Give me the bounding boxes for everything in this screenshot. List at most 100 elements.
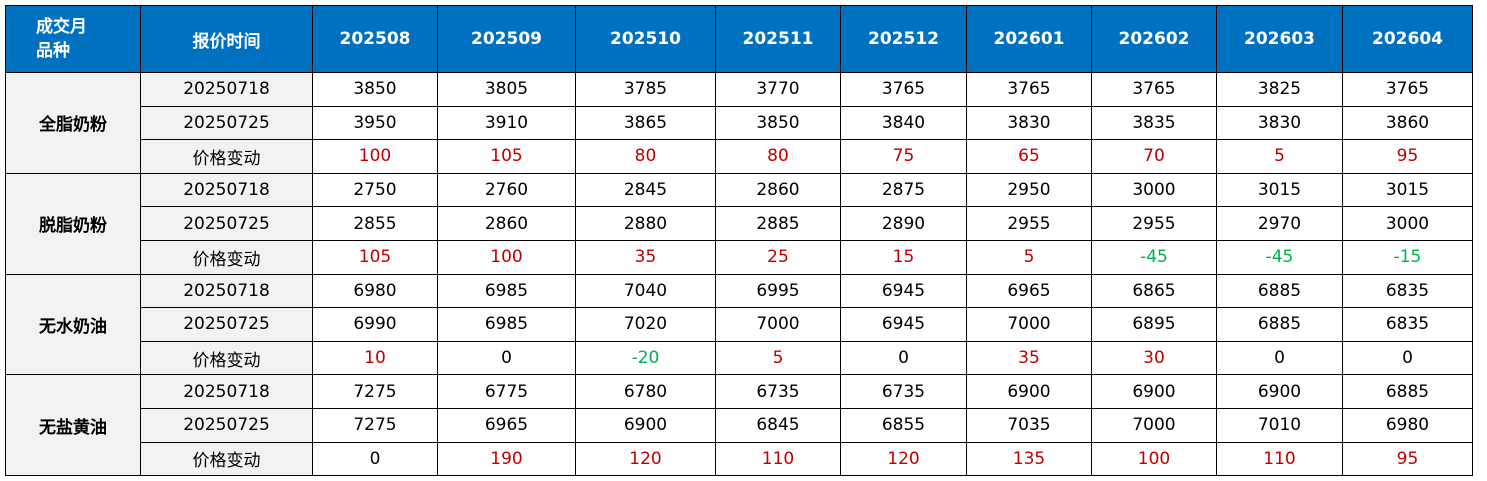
price-cell: 6735 xyxy=(840,374,967,409)
price-cell: 3805 xyxy=(437,72,576,107)
price-cell: 6835 xyxy=(1342,273,1473,309)
month-header: 202511 xyxy=(715,5,841,73)
price-change-label: 价格变动 xyxy=(140,239,313,275)
price-cell: 2845 xyxy=(575,172,716,208)
corner-header-cell: 成交月 品种 xyxy=(5,5,141,73)
price-cell: 6900 xyxy=(575,407,716,443)
product-name-cell: 无盐黄油 xyxy=(5,374,141,477)
price-change-cell: 5 xyxy=(966,239,1092,275)
price-cell: 2950 xyxy=(966,172,1092,208)
price-change-label: 价格变动 xyxy=(140,340,313,376)
price-cell: 6775 xyxy=(437,374,576,409)
price-cell: 3765 xyxy=(966,72,1092,107)
price-change-cell: 25 xyxy=(715,239,841,275)
price-cell: 3850 xyxy=(312,72,438,107)
price-cell: 6895 xyxy=(1091,307,1217,342)
quote-date-cell: 20250718 xyxy=(140,172,313,208)
price-change-cell: 30 xyxy=(1091,340,1217,376)
price-cell: 6885 xyxy=(1342,374,1473,409)
product-name-cell: 无水奶油 xyxy=(5,273,141,376)
price-cell: 7020 xyxy=(575,307,716,342)
price-cell: 6980 xyxy=(1342,407,1473,443)
month-header: 202601 xyxy=(966,5,1092,73)
price-change-cell: 75 xyxy=(840,139,967,174)
price-cell: 6900 xyxy=(966,374,1092,409)
price-cell: 2860 xyxy=(715,172,841,208)
price-change-cell: 0 xyxy=(312,441,438,477)
price-change-cell: 190 xyxy=(437,441,576,477)
table-row: 无水奶油 20250718 6980 6985 7040 6995 6945 6965 6865… xyxy=(5,273,1473,376)
price-change-cell: 70 xyxy=(1091,139,1217,174)
price-change-cell: -45 xyxy=(1091,239,1217,275)
corner-variety-label: 品种 xyxy=(36,41,70,61)
corner-month-label: 成交月 xyxy=(36,17,87,37)
price-change-cell: 120 xyxy=(575,441,716,477)
price-change-cell: 110 xyxy=(1216,441,1343,477)
price-cell: 3850 xyxy=(715,105,841,141)
price-cell: 6865 xyxy=(1091,273,1217,309)
header-row: 成交月 品种 报价时间 202508 202509 202510 202511 … xyxy=(5,5,1473,73)
price-cell: 6985 xyxy=(437,273,576,309)
price-change-cell: 0 xyxy=(840,340,967,376)
price-cell: 6855 xyxy=(840,407,967,443)
price-cell: 6835 xyxy=(1342,307,1473,342)
price-cell: 3765 xyxy=(1342,72,1473,107)
price-change-cell: 0 xyxy=(437,340,576,376)
price-cell: 3770 xyxy=(715,72,841,107)
price-change-cell: 95 xyxy=(1342,441,1473,477)
quote-date-cell: 20250725 xyxy=(140,105,313,141)
product-name-cell: 脱脂奶粉 xyxy=(5,172,141,275)
price-cell: 7035 xyxy=(966,407,1092,443)
price-cell: 6980 xyxy=(312,273,438,309)
price-cell: 6985 xyxy=(437,307,576,342)
table-row: 20250725 6990 6985 7020 7000 6945 7000 6895 6885… xyxy=(6,307,1473,342)
quote-time-header: 报价时间 xyxy=(140,5,313,73)
price-change-cell: 80 xyxy=(575,139,716,174)
price-cell: 2970 xyxy=(1216,206,1343,241)
price-cell: 6965 xyxy=(966,273,1092,309)
quote-date-cell: 20250718 xyxy=(140,374,313,409)
price-change-cell: 35 xyxy=(575,239,716,275)
price-cell: 2955 xyxy=(966,206,1092,241)
table-row: 脱脂奶粉 20250718 2750 2760 2845 2860 2875 2950 3000… xyxy=(5,172,1473,275)
price-change-cell: 135 xyxy=(966,441,1092,477)
price-cell: 6900 xyxy=(1091,374,1217,409)
price-change-cell: 105 xyxy=(312,239,438,275)
price-change-cell: 100 xyxy=(312,139,438,174)
price-cell: 6780 xyxy=(575,374,716,409)
price-cell: 3015 xyxy=(1216,172,1343,208)
price-cell: 3910 xyxy=(437,105,576,141)
price-cell: 3825 xyxy=(1216,72,1343,107)
price-cell: 3860 xyxy=(1342,105,1473,141)
price-cell: 6885 xyxy=(1216,307,1343,342)
price-cell: 3765 xyxy=(840,72,967,107)
month-header: 202603 xyxy=(1216,5,1343,73)
price-cell: 2750 xyxy=(312,172,438,208)
table-row: 价格变动 10 0 -20 5 0 35 30 0 0 xyxy=(6,340,1473,376)
month-header: 202512 xyxy=(840,5,967,73)
price-change-label: 价格变动 xyxy=(140,441,313,477)
table-row: 20250725 3950 3910 3865 3850 3840 3830 3835 3830… xyxy=(6,105,1473,141)
price-cell: 2890 xyxy=(840,206,967,241)
price-cell: 3830 xyxy=(966,105,1092,141)
price-change-cell: 35 xyxy=(966,340,1092,376)
price-cell: 2855 xyxy=(312,206,438,241)
price-cell: 7275 xyxy=(312,407,438,443)
table-row: 价格变动 100 105 80 80 75 65 70 5 95 xyxy=(6,139,1473,174)
price-table: 成交月 品种 报价时间 202508 202509 202510 202511 … xyxy=(5,5,1473,477)
price-cell: 7040 xyxy=(575,273,716,309)
price-cell: 6965 xyxy=(437,407,576,443)
price-change-label: 价格变动 xyxy=(140,139,313,174)
table-body: 全脂奶粉 20250718 3850 3805 3785 3770 3765 3765 3765… xyxy=(5,72,1473,477)
quote-date-cell: 20250725 xyxy=(140,206,313,241)
price-change-cell: 80 xyxy=(715,139,841,174)
table-row: 价格变动 105 100 35 25 15 5 -45 -45 -15 xyxy=(6,239,1473,275)
price-cell: 2880 xyxy=(575,206,716,241)
price-cell: 2885 xyxy=(715,206,841,241)
price-change-cell: 100 xyxy=(437,239,576,275)
price-change-cell: -45 xyxy=(1216,239,1343,275)
price-change-cell: 15 xyxy=(840,239,967,275)
price-change-cell: 120 xyxy=(840,441,967,477)
price-change-cell: 65 xyxy=(966,139,1092,174)
price-cell: 6995 xyxy=(715,273,841,309)
